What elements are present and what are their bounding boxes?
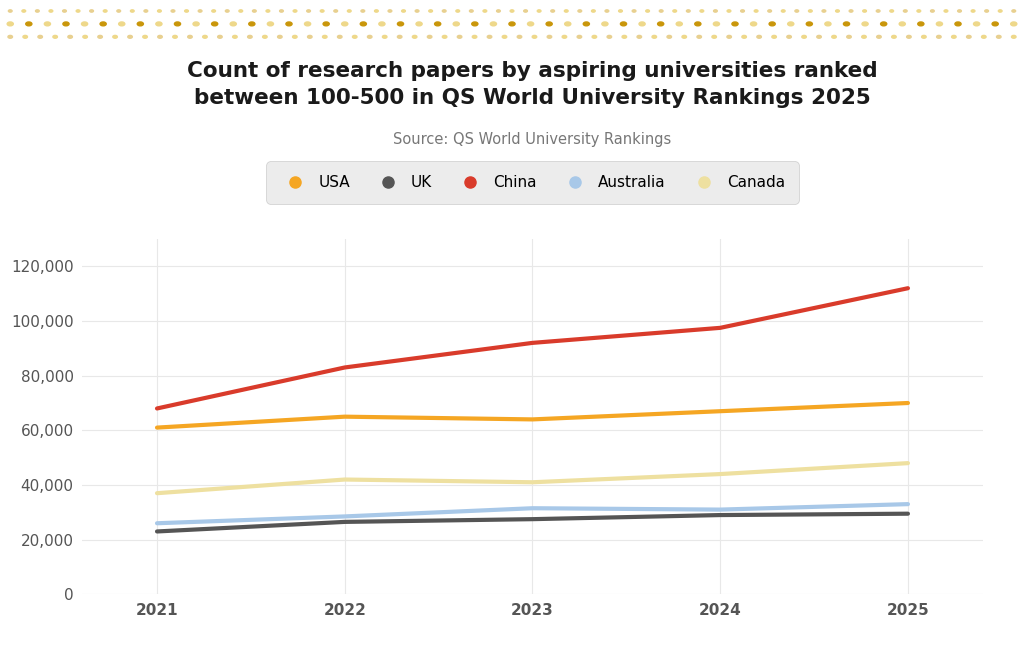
Text: Count of research papers by aspiring universities ranked
between 100-500 in QS W: Count of research papers by aspiring uni… bbox=[187, 61, 878, 108]
Text: Source: QS World University Rankings: Source: QS World University Rankings bbox=[393, 132, 672, 147]
Legend: USA, UK, China, Australia, Canada: USA, UK, China, Australia, Canada bbox=[271, 166, 794, 199]
